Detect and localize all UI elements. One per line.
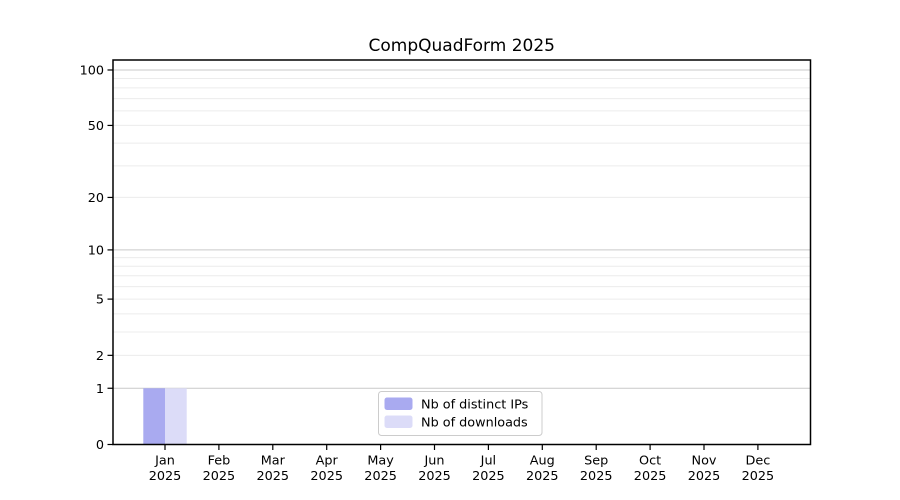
y-tick-label: 2 [96, 349, 104, 364]
y-tick-label: 0 [96, 438, 104, 453]
axes-frame [112, 59, 812, 446]
x-tick-label: May 2025 [364, 454, 397, 485]
y-tick-label: 1 [96, 382, 104, 397]
y-tick-label: 100 [80, 63, 104, 78]
x-tick-label: Nov 2025 [688, 454, 721, 485]
x-tick-label: Mar 2025 [257, 454, 290, 485]
y-axis-tick-labels: 0 1 2 5 10 20 50 100 [80, 63, 104, 453]
x-tick-label: Jan 2025 [149, 454, 182, 485]
y-tick-label: 5 [96, 293, 104, 308]
legend-swatch-downloads [384, 415, 413, 428]
x-tick-label: Apr 2025 [310, 454, 343, 485]
x-tick-label: Oct 2025 [634, 454, 667, 485]
legend-swatch-distinct-ips [384, 397, 413, 410]
legend-box [378, 391, 543, 436]
x-tick-label: Dec 2025 [742, 454, 775, 485]
bars [143, 388, 187, 445]
plot-area [113, 60, 811, 445]
tick-marks [107, 69, 759, 450]
legend-label-distinct-ips: Nb of distinct IPs [421, 398, 529, 413]
x-tick-label: Feb 2025 [203, 454, 236, 485]
y-tick-label: 20 [88, 191, 104, 206]
x-tick-label: Jun 2025 [418, 454, 451, 485]
legend: Nb of distinct IPs Nb of downloads [378, 391, 543, 436]
x-tick-label: Aug 2025 [526, 454, 559, 485]
bar-distinct-ips [143, 388, 165, 445]
legend-label-downloads: Nb of downloads [421, 416, 528, 431]
x-tick-label: Sep 2025 [580, 454, 613, 485]
gridlines [113, 69, 811, 389]
y-tick-label: 10 [88, 243, 104, 258]
y-tick-label: 50 [88, 119, 104, 134]
bar-downloads [165, 388, 187, 445]
x-axis-tick-labels: Jan 2025 Feb 2025 Mar 2025 Apr 2025 May 2025 Jun 20… [149, 454, 774, 485]
chart-title: CompQuadForm 2025 [369, 36, 555, 56]
x-tick-label: Jul 2025 [472, 454, 505, 485]
